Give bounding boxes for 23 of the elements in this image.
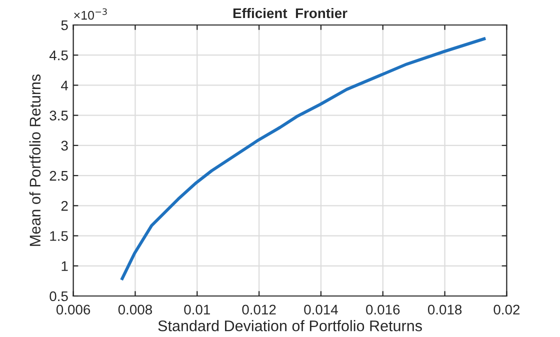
y-tick-label: 1.5 [50, 231, 68, 241]
x-tick-label: 0.018 [428, 304, 462, 315]
x-tick-label: 0.014 [304, 304, 338, 315]
y-tick-label: 3.5 [50, 110, 68, 121]
text: ×10$^{−3}$ [74, 8, 107, 20]
y-tick-label: 2.5 [50, 170, 68, 181]
line-series [120, 37, 486, 280]
y-tick-label: 5 [61, 20, 68, 30]
y-tick-label: 4 [61, 80, 68, 90]
x-tick-label: 0.01 [184, 304, 210, 315]
y-tick-label: 3 [61, 140, 68, 151]
y-tick-label: 2 [61, 201, 68, 211]
x-tick-label: 0.012 [242, 304, 276, 315]
x-tick-label: 0.008 [118, 304, 152, 315]
x-tick-label: 0.02 [494, 304, 520, 315]
x-axis-title: Standard Deviation of Portfolio Returns [158, 320, 422, 332]
y-tick-label: 4.5 [49, 50, 68, 60]
y-tick-label: 0.5 [50, 291, 68, 302]
chart-title: Efficient Frontier [233, 8, 348, 18]
y-axis-title: Mean of Portfolio Returns [29, 74, 41, 246]
x-tick-label: 0.006 [56, 304, 90, 315]
x-tick-label: 0.016 [366, 304, 400, 315]
y-tick-label: 1 [62, 261, 68, 271]
